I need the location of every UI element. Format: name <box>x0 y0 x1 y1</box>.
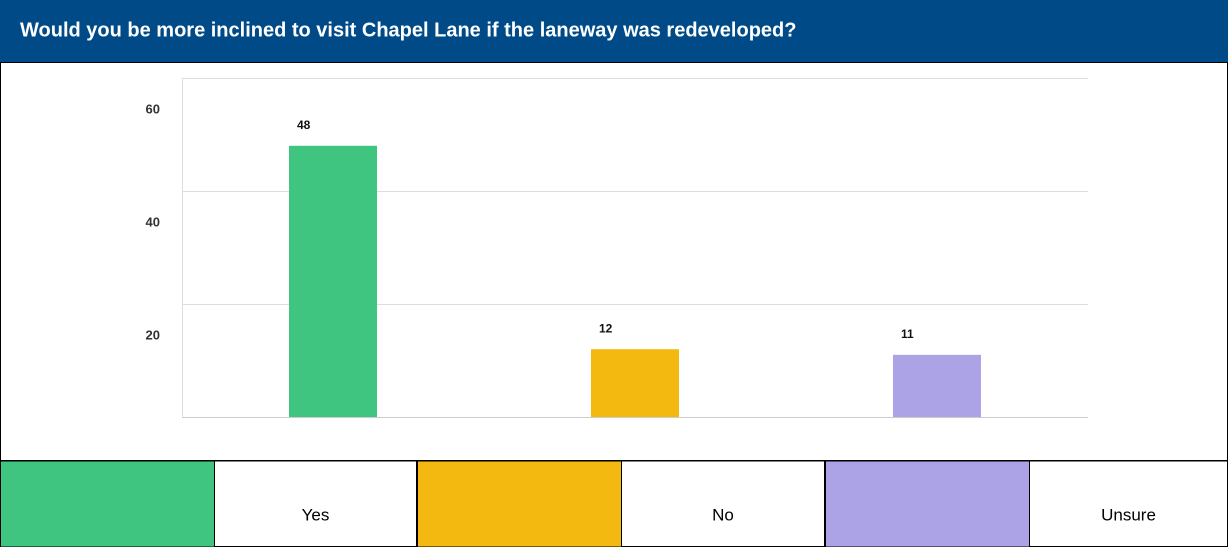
data-label: 11 <box>901 327 914 341</box>
y-tick-label: 40 <box>146 214 160 229</box>
legend-swatch <box>0 460 215 547</box>
bar <box>893 354 981 417</box>
y-tick-label: 60 <box>146 101 160 116</box>
data-label: 48 <box>297 118 311 132</box>
legend-cell <box>1029 460 1228 547</box>
chart-title: Would you be more inclined to visit Chap… <box>20 19 796 41</box>
bar <box>591 349 679 417</box>
legend-cell <box>621 460 825 547</box>
legend-label: No <box>712 505 734 524</box>
legend-cell <box>214 460 417 547</box>
bar <box>289 145 377 418</box>
legend-swatch <box>825 460 1030 547</box>
y-tick-label: 20 <box>146 327 160 342</box>
legend-label: Unsure <box>1101 505 1156 524</box>
header-bar <box>0 0 1228 62</box>
data-label: 12 <box>599 321 613 335</box>
legend-label: Yes <box>302 505 330 524</box>
legend-swatch <box>417 460 622 547</box>
